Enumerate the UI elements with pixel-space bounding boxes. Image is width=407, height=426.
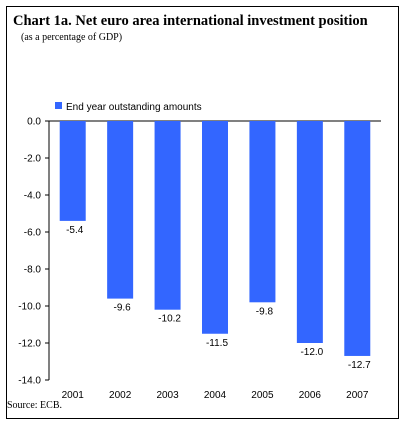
bar-2001 — [59, 121, 86, 221]
chart-subtitle: (as a percentage of GDP) — [21, 32, 123, 43]
bar-2004 — [202, 121, 228, 334]
x-tick-label: 2003 — [156, 390, 179, 401]
y-tick-label: -10.0 — [18, 302, 41, 313]
source-note: Source: ECB. — [7, 400, 62, 411]
bar-2007 — [344, 121, 371, 356]
data-label: -9.8 — [256, 306, 274, 317]
y-tick-label: -8.0 — [24, 265, 42, 276]
x-tick-label: 2004 — [204, 390, 227, 401]
y-tick-label: -2.0 — [24, 154, 42, 165]
y-tick-label: -6.0 — [24, 228, 42, 239]
x-tick-label: 2001 — [62, 390, 85, 401]
y-tick-label: -4.0 — [24, 191, 42, 202]
x-tick-label: 2005 — [251, 390, 274, 401]
data-label: -12.7 — [348, 360, 371, 371]
bar-2002 — [107, 121, 134, 299]
legend-label: End year outstanding amounts — [66, 102, 202, 113]
data-label: -11.5 — [206, 338, 228, 349]
bar-2003 — [154, 121, 181, 310]
chart-title: Chart 1a. Net euro area international in… — [13, 13, 368, 29]
y-tick-label: -12.0 — [18, 339, 41, 350]
y-tick-label: -14.0 — [18, 376, 41, 387]
legend: End year outstanding amounts — [55, 102, 202, 113]
data-label: -5.4 — [66, 225, 84, 236]
x-tick-label: 2006 — [299, 390, 322, 401]
x-tick-label: 2002 — [109, 390, 132, 401]
bar-2005 — [249, 121, 276, 303]
legend-swatch — [55, 102, 62, 109]
data-label: -10.2 — [158, 314, 181, 325]
x-tick-label: 2007 — [346, 390, 369, 401]
data-label: -9.6 — [114, 303, 132, 314]
data-label: -12.0 — [300, 347, 323, 358]
y-tick-label: 0.0 — [27, 117, 41, 128]
plot-area: 0.0 -2.0 -4.0 -6.0 -8.0 -10.0 -12.0 -14.0 -5.4 20… — [18, 117, 381, 401]
bar-2006 — [296, 121, 323, 343]
